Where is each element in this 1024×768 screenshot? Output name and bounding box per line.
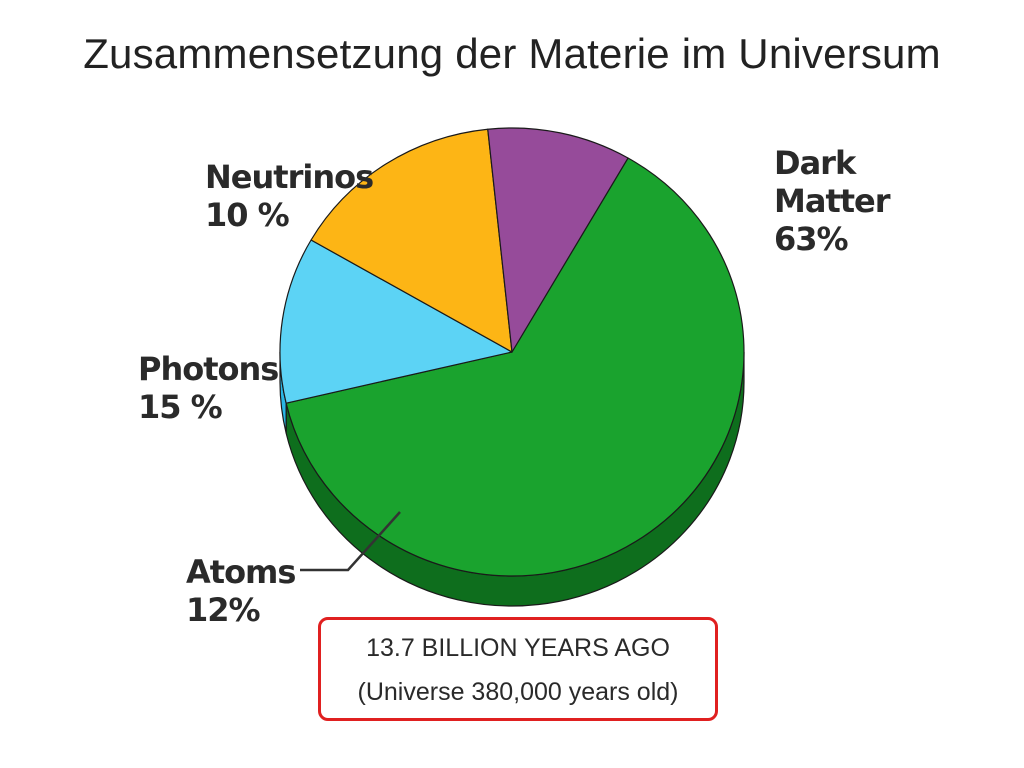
slide-title: Zusammensetzung der Materie im Universum [83, 30, 941, 77]
label-atoms-value: 12% [186, 591, 261, 629]
label-dark-matter-value: 63% [774, 220, 849, 258]
label-photons-value: 15 % [138, 388, 223, 426]
label-neutrinos-name: Neutrinos [205, 158, 374, 196]
label-atoms: Atoms 12% [186, 553, 296, 629]
note-line2: (Universe 380,000 years old) [357, 678, 679, 706]
pie-slice-neutrinos [487, 127, 629, 353]
pie-slice-dark-matter [285, 157, 745, 577]
atoms-leader-line [300, 511, 401, 572]
label-photons-name: Photons [138, 350, 279, 388]
label-neutrinos-value: 10 % [205, 196, 290, 234]
label-dark-matter: Dark Matter 63% [774, 144, 891, 258]
label-dark-matter-line2: Matter [774, 182, 891, 220]
label-atoms-name: Atoms [186, 553, 296, 591]
label-photons: Photons 15 % [138, 350, 279, 426]
pie-slice-atoms [279, 239, 513, 404]
pie-slice-photons [310, 128, 513, 353]
label-neutrinos: Neutrinos 10 % [205, 158, 374, 234]
note-line1: 13.7 BILLION YEARS AGO [366, 634, 670, 662]
note-box: 13.7 BILLION YEARS AGO (Universe 380,000… [318, 617, 718, 721]
label-dark-matter-line1: Dark [774, 144, 856, 182]
pie-tops [279, 127, 745, 577]
